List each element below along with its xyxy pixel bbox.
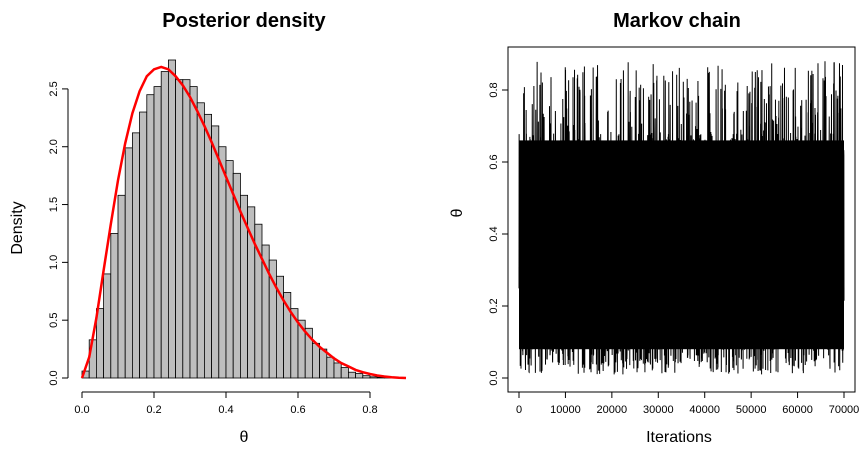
trace-x-tick-label: 60000 xyxy=(782,404,813,416)
trace-y-ticks: 0.0 0.2 0.4 0.6 0.8 xyxy=(488,82,508,386)
histogram-bar xyxy=(182,79,191,379)
trace-x-label: Iterations xyxy=(646,429,712,446)
histogram-bar xyxy=(369,376,378,379)
histogram-bar xyxy=(117,194,126,379)
histogram-y-ticks: 0.0 0.5 1.0 1.5 2.0 2.5 xyxy=(48,81,68,386)
histogram-bar xyxy=(131,132,140,379)
histogram-bar xyxy=(333,362,342,379)
histogram-bar xyxy=(340,367,349,379)
histogram-bar xyxy=(355,372,364,379)
histogram-bar xyxy=(139,111,148,379)
panel-markov-chain: Markov chain 0 10000 20000 30000 40000 50000 6… xyxy=(449,10,859,446)
trace-x-tick-label: 10000 xyxy=(550,404,581,416)
trace-x-tick-label: 0 xyxy=(516,404,522,416)
markov-chain-title: Markov chain xyxy=(613,10,741,32)
trace-x-tick-label: 50000 xyxy=(736,404,767,416)
histogram-bar xyxy=(110,233,119,379)
histogram-y-tick-label: 1.0 xyxy=(48,255,60,270)
trace-x-tick-label: 30000 xyxy=(643,404,674,416)
histogram-bar xyxy=(153,86,162,379)
histogram-bar xyxy=(96,308,105,379)
histogram-x-ticks: 0.0 0.2 0.4 0.6 0.8 xyxy=(74,392,378,416)
histogram-bar xyxy=(362,375,371,379)
trace-x-tick-label: 20000 xyxy=(597,404,628,416)
histogram-x-tick-label: 0.2 xyxy=(146,404,161,416)
trace-x-ticks: 0 10000 20000 30000 40000 50000 60000 70000 xyxy=(516,392,859,416)
histogram-y-tick-label: 1.5 xyxy=(48,197,60,212)
histogram-bar xyxy=(189,86,198,379)
histogram-bar xyxy=(196,102,205,379)
histogram-bar xyxy=(103,273,112,379)
histogram-bar xyxy=(218,146,227,379)
histogram-x-tick-label: 0.0 xyxy=(74,404,89,416)
density-curve xyxy=(80,65,407,380)
histogram-y-tick-label: 0.0 xyxy=(48,370,60,385)
trace-x-tick-label: 70000 xyxy=(829,404,860,416)
histogram-bar xyxy=(203,113,212,379)
trace-y-tick-label: 0.8 xyxy=(488,82,500,97)
trace-y-tick-label: 0.2 xyxy=(488,298,500,313)
histogram-bar xyxy=(319,348,328,379)
histogram-x-tick-label: 0.4 xyxy=(218,404,233,416)
trace-x-tick-label: 40000 xyxy=(689,404,720,416)
histogram-x-axis: 0.0 0.2 0.4 0.6 0.8 xyxy=(74,391,378,416)
histogram-bar xyxy=(311,342,320,379)
histogram-y-tick-label: 2.0 xyxy=(48,139,60,154)
chain-trace xyxy=(518,61,845,375)
histogram-y-axis: 0.0 0.5 1.0 1.5 2.0 2.5 xyxy=(48,81,69,386)
panel-posterior-density: Posterior density 0.0 0.2 0.4 0.6 0.8 0.0 0.5… xyxy=(9,10,407,446)
trace-y-tick-label: 0.6 xyxy=(488,154,500,169)
trace-y-label: θ xyxy=(449,208,466,217)
histogram-y-tick-label: 0.5 xyxy=(48,313,60,328)
trace-y-tick-label: 0.4 xyxy=(488,226,500,241)
histogram-bar xyxy=(167,59,176,379)
histogram-bar xyxy=(326,356,335,379)
trace-dense-band xyxy=(519,140,844,350)
histogram-bar xyxy=(124,147,133,379)
histogram-bar xyxy=(146,94,155,379)
histogram-y-label: Density xyxy=(9,201,26,254)
histogram-y-tick-label: 2.5 xyxy=(48,81,60,96)
histogram-x-tick-label: 0.8 xyxy=(362,404,377,416)
trace-y-tick-label: 0.0 xyxy=(488,370,500,385)
posterior-density-title: Posterior density xyxy=(162,10,326,32)
histogram-bar xyxy=(175,79,184,379)
histogram-bar xyxy=(211,125,220,379)
histogram-bar xyxy=(160,71,169,379)
trace-plot-box xyxy=(507,46,856,393)
histogram-bars xyxy=(81,59,400,379)
histogram-x-tick-label: 0.6 xyxy=(290,404,305,416)
histogram-x-label: θ xyxy=(240,429,249,446)
histogram-bar xyxy=(347,371,356,379)
